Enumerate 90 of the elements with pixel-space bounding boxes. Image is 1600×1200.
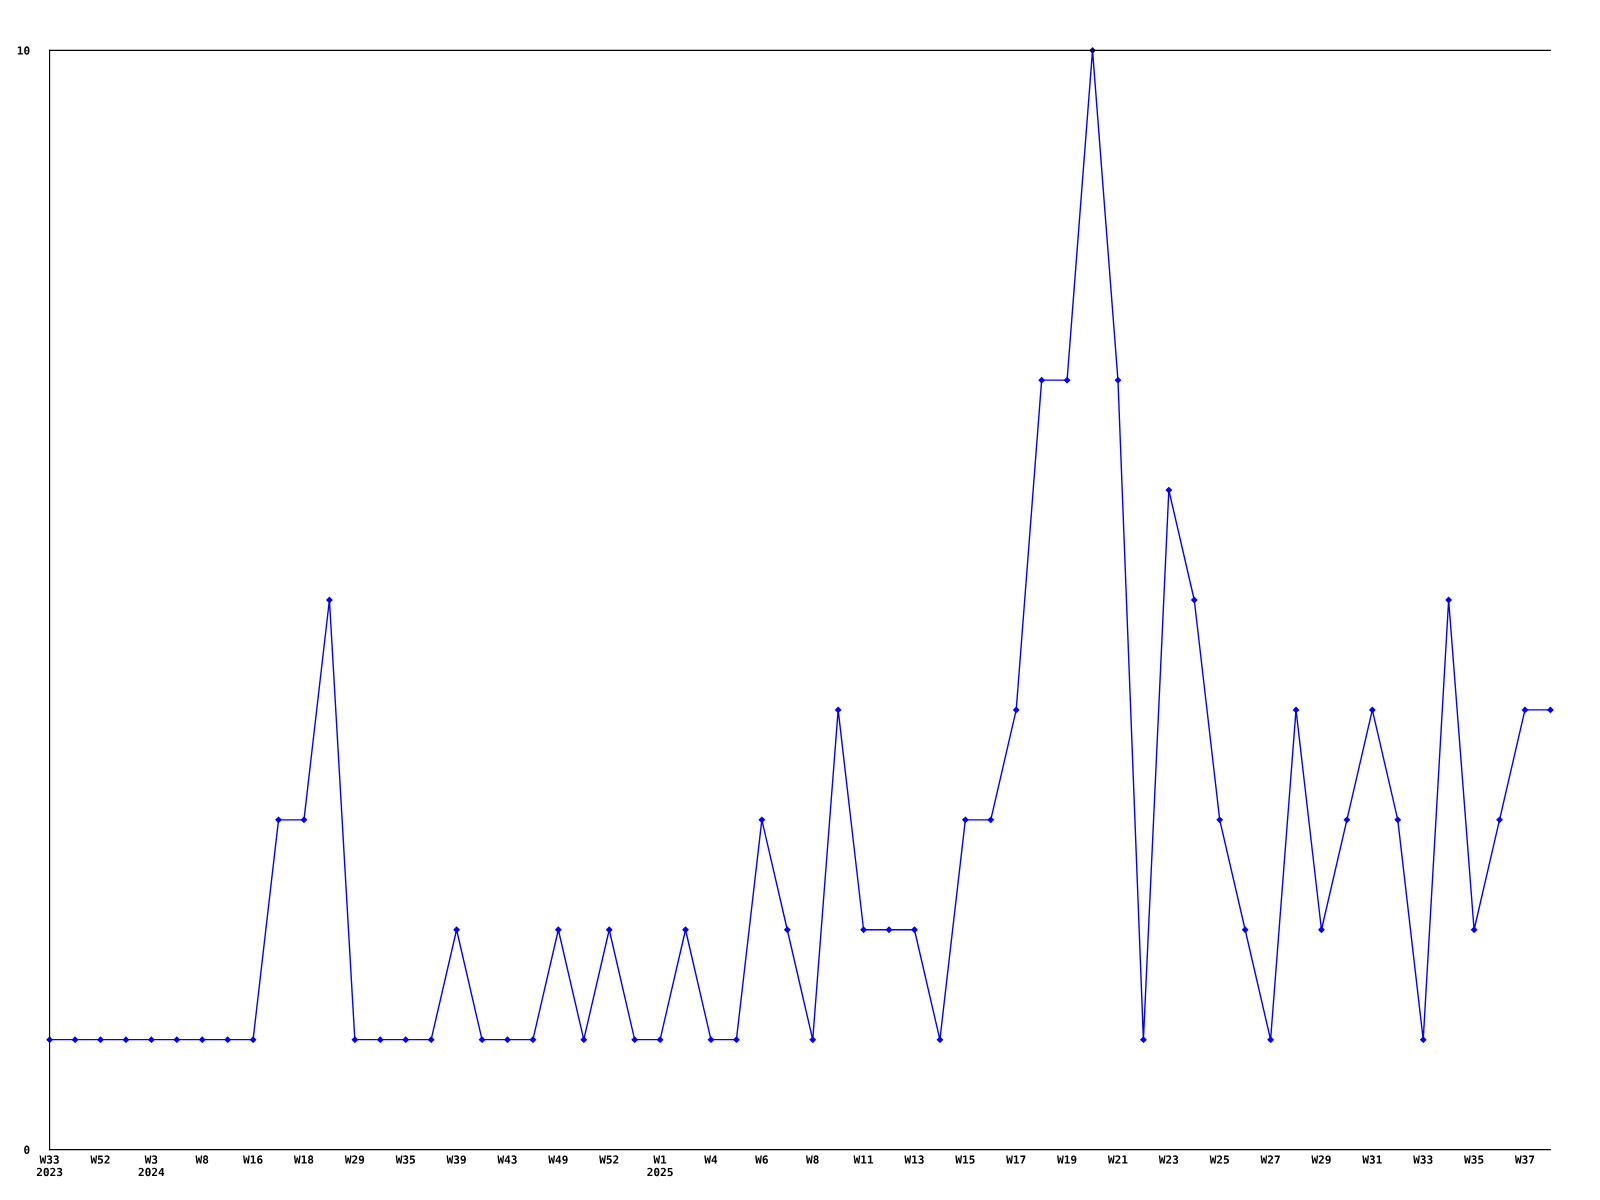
point — [1267, 1036, 1274, 1043]
point — [71, 1036, 79, 1043]
x-tick-label: W16 — [243, 1155, 263, 1164]
point — [529, 1036, 537, 1043]
x-tick-label: W8 — [806, 1155, 819, 1164]
point — [275, 816, 282, 823]
point — [1114, 377, 1122, 384]
x-tick-label: W29 — [1311, 1155, 1331, 1164]
point — [1191, 596, 1198, 604]
point — [1369, 706, 1376, 714]
x-tick-label: W21 — [1107, 1155, 1128, 1164]
point — [656, 1036, 664, 1043]
x-tick-label: W39 — [446, 1155, 466, 1164]
point — [707, 1036, 715, 1043]
point — [1445, 596, 1452, 604]
point — [224, 1036, 231, 1043]
point — [987, 816, 994, 823]
x-tick-label: W23 — [1158, 1155, 1179, 1164]
point — [1063, 377, 1071, 384]
point — [377, 1036, 384, 1043]
x-tick-label: W29 — [344, 1155, 365, 1164]
x-tick-label: W49 — [548, 1155, 568, 1164]
point — [1242, 926, 1249, 933]
point — [402, 1036, 409, 1043]
y-tick-label: 10 — [17, 46, 30, 55]
x-tick-label: W33 — [1413, 1155, 1433, 1164]
x-tick-label: W52 — [599, 1155, 619, 1164]
point — [122, 1036, 130, 1043]
y-tick-label: 0 — [24, 1145, 30, 1154]
point — [300, 816, 308, 823]
x-tick-label: W19 — [1057, 1155, 1077, 1164]
point — [580, 1036, 587, 1043]
point — [249, 1036, 257, 1043]
x-tick-label: W15 — [955, 1155, 975, 1164]
point — [1343, 816, 1351, 823]
point — [351, 1036, 358, 1043]
point — [1521, 706, 1529, 714]
point — [885, 926, 893, 933]
point — [326, 596, 333, 604]
point — [835, 706, 842, 714]
point — [1292, 706, 1300, 714]
x-tick-label: W18 — [293, 1155, 314, 1164]
point — [453, 926, 460, 933]
point — [1216, 816, 1223, 823]
point — [1496, 816, 1503, 823]
x-tick-label: W4 — [704, 1155, 718, 1164]
point — [936, 1036, 944, 1043]
point — [758, 816, 765, 823]
point — [478, 1036, 486, 1043]
x-tick-label: W27 — [1260, 1155, 1280, 1164]
point — [555, 926, 562, 933]
point — [1470, 926, 1478, 933]
x-tick-label: W35 — [395, 1155, 415, 1164]
point — [1547, 706, 1554, 714]
point — [682, 926, 689, 933]
x-tick-label: W11 — [853, 1155, 874, 1164]
point — [606, 926, 613, 933]
point — [809, 1036, 816, 1043]
point — [173, 1036, 180, 1043]
point — [733, 1036, 740, 1043]
point — [1420, 1036, 1427, 1043]
point — [1038, 377, 1045, 384]
x-tick-label: W25 — [1209, 1155, 1229, 1164]
x-tick-label: W13 — [904, 1155, 924, 1164]
point — [631, 1036, 638, 1043]
x-tick-label: W6 — [755, 1155, 768, 1164]
x-tick-label: W37 — [1514, 1155, 1535, 1164]
point — [911, 926, 918, 933]
point — [1140, 1036, 1147, 1043]
point — [784, 926, 791, 933]
point — [504, 1036, 511, 1043]
x-tick-label: W31 — [1362, 1155, 1382, 1164]
point — [148, 1036, 155, 1043]
point — [1013, 706, 1020, 714]
x-tick-label: W3 2024 — [138, 1155, 165, 1177]
x-tick-label: W35 — [1464, 1155, 1484, 1164]
point — [1318, 926, 1325, 933]
x-tick-label: W52 — [90, 1155, 110, 1164]
point — [1394, 816, 1401, 823]
x-tick-label: W8 — [195, 1155, 209, 1164]
point — [962, 816, 969, 823]
point — [97, 1036, 104, 1043]
x-tick-label: W17 — [1006, 1155, 1026, 1164]
x-tick-label: W1 2025 — [647, 1155, 673, 1177]
point — [428, 1036, 435, 1043]
x-tick-label: W33 2023 — [36, 1155, 63, 1177]
point — [860, 926, 867, 933]
point — [199, 1036, 206, 1043]
point — [1165, 486, 1172, 494]
x-tick-label: W43 — [497, 1155, 517, 1164]
